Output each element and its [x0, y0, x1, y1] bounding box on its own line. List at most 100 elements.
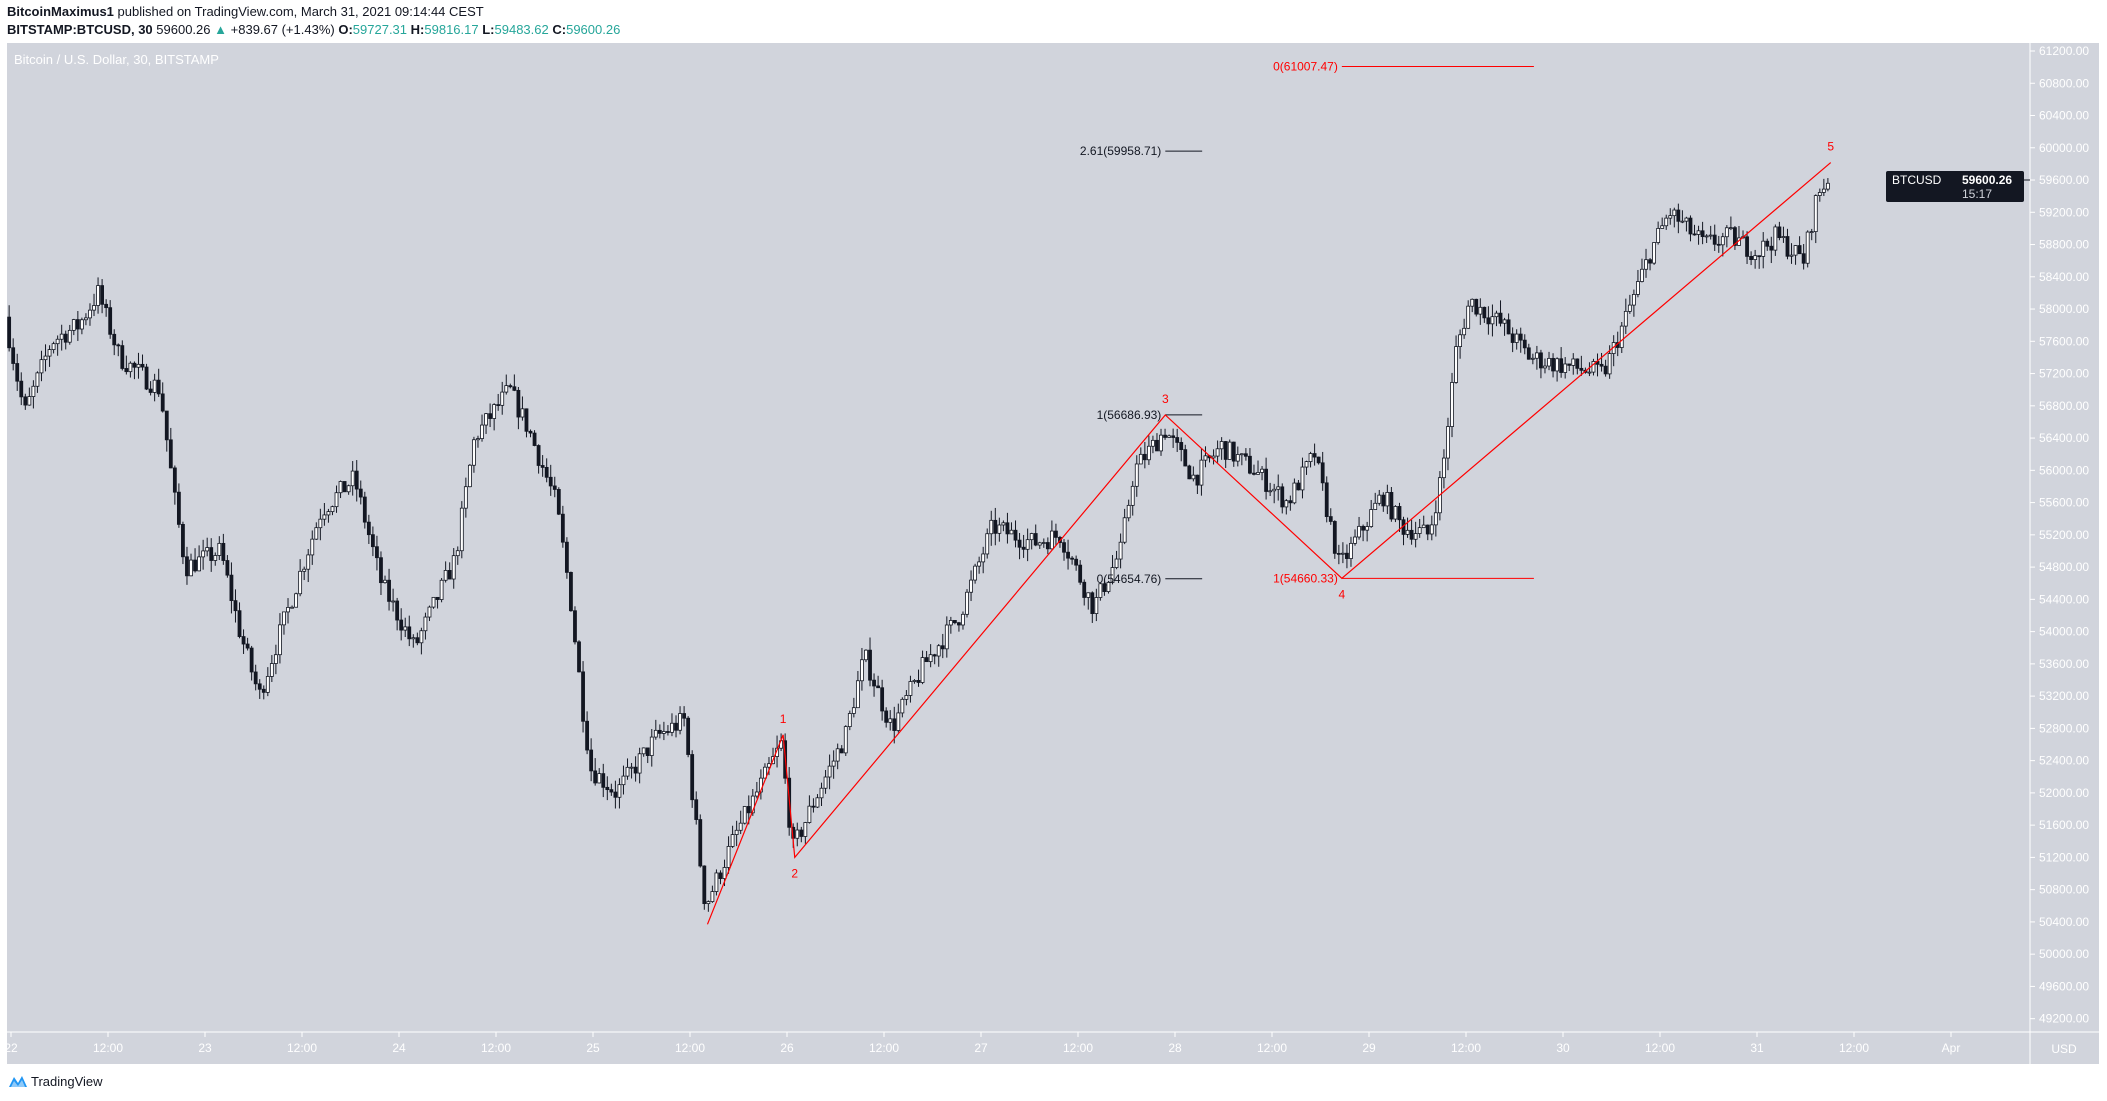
candle-up [1458, 334, 1462, 347]
candle-up [1393, 506, 1398, 520]
close-value: 59600.26 [566, 22, 621, 37]
candle-down [221, 542, 226, 561]
candle-up [205, 547, 210, 552]
candles [7, 178, 1830, 912]
candle-down [245, 643, 250, 649]
candle-down [993, 519, 998, 534]
candle-down [633, 766, 638, 774]
candle-up [1191, 474, 1196, 480]
candle-down [249, 647, 254, 673]
candle-up [1720, 236, 1725, 246]
wave-label: 4 [1338, 587, 1345, 601]
candle-down [1539, 352, 1543, 369]
candle-up [1534, 352, 1539, 359]
time-axis[interactable]: 22 12:00 23 12:00 24 12:00 25 12:00 26 12:00 27 12:… [4, 1032, 1960, 1055]
candle-down [1017, 539, 1022, 548]
time-tick-label: 12:00 [1645, 1041, 1675, 1055]
candle-down [1551, 357, 1555, 372]
candle-down [176, 491, 181, 525]
candle-up [492, 404, 497, 419]
candle-up [827, 765, 832, 778]
candle-up [201, 550, 206, 558]
candle-down [1296, 482, 1301, 491]
candle-up [621, 775, 626, 786]
candle-down [193, 559, 197, 572]
candle-up [269, 663, 274, 677]
candle-down [261, 688, 266, 693]
candle-down [613, 791, 618, 798]
candle-up [1805, 231, 1810, 264]
candle-down [1324, 482, 1329, 517]
candle-up [1256, 472, 1260, 475]
candle-up [961, 613, 965, 626]
candle-up [476, 438, 480, 441]
candle-up [1619, 325, 1624, 348]
candle-down [1688, 217, 1693, 235]
candle-up [1284, 500, 1289, 508]
candle-down [1231, 441, 1236, 462]
high-label: H: [410, 22, 425, 37]
candle-down [209, 547, 214, 561]
candle-down [884, 710, 889, 723]
fib-level-label: 1(54660.33) [1273, 571, 1338, 585]
price-tick-label: 60800.00 [2039, 76, 2089, 90]
candle-down [1409, 529, 1414, 540]
fib-level-label: 2.61(59958.71) [1080, 144, 1161, 158]
candle-down [605, 786, 610, 791]
candle-up [334, 492, 339, 508]
candle-up [1664, 217, 1669, 227]
candle-up [1106, 582, 1111, 592]
candle-down [1195, 474, 1200, 486]
candle-up [1462, 327, 1467, 336]
candle-down [415, 637, 420, 644]
candle-down [1712, 234, 1717, 245]
candle-up [763, 766, 767, 779]
candle-up [851, 707, 856, 714]
candle-down [1288, 500, 1293, 504]
author-name[interactable]: BitcoinMaximus1 [7, 4, 114, 19]
candle-up [726, 846, 731, 868]
candle-down [1559, 358, 1564, 373]
price-axis[interactable]: 49200.00 49600.00 50000.00 50400.00 50800.00… [2030, 44, 2089, 1026]
candle-up [625, 766, 630, 777]
candle-up [1413, 533, 1418, 540]
candle-up [1215, 448, 1220, 457]
close-label: C: [552, 22, 567, 37]
candle-up [278, 624, 282, 656]
candle-down [657, 729, 662, 734]
candle-up [1668, 215, 1673, 219]
candle-down [1777, 226, 1782, 239]
candle-down [1090, 592, 1095, 614]
candle-up [43, 355, 48, 361]
candle-up [864, 649, 868, 661]
candle-up [431, 596, 436, 608]
candle-up [96, 285, 100, 306]
candle-up [1227, 441, 1232, 460]
time-tick-label: 30 [1556, 1041, 1570, 1055]
candle-down [932, 654, 937, 657]
candle-up [661, 731, 666, 734]
candle-up [1340, 552, 1345, 555]
candle-up [1672, 209, 1677, 217]
candle-up [714, 872, 719, 892]
candle-down [379, 557, 383, 584]
candle-up [1809, 231, 1814, 234]
candle-up [1429, 524, 1434, 535]
candle-up [1684, 217, 1689, 222]
candle-down [1381, 494, 1386, 507]
candle-down [370, 534, 375, 548]
candle-down [924, 657, 929, 663]
price-tick-label: 52000.00 [2039, 786, 2089, 800]
candle-up [1490, 316, 1495, 325]
candle-up [326, 511, 331, 516]
candle-down [645, 747, 650, 756]
price-tick-label: 54000.00 [2039, 625, 2089, 639]
candle-down [1603, 365, 1608, 375]
brand-name: TradingView [31, 1073, 103, 1089]
candle-up [795, 829, 800, 839]
candle-down [1745, 236, 1749, 257]
candle-down [11, 347, 16, 364]
candle-up [1126, 504, 1131, 519]
tradingview-brand[interactable]: TradingView [8, 1073, 103, 1089]
